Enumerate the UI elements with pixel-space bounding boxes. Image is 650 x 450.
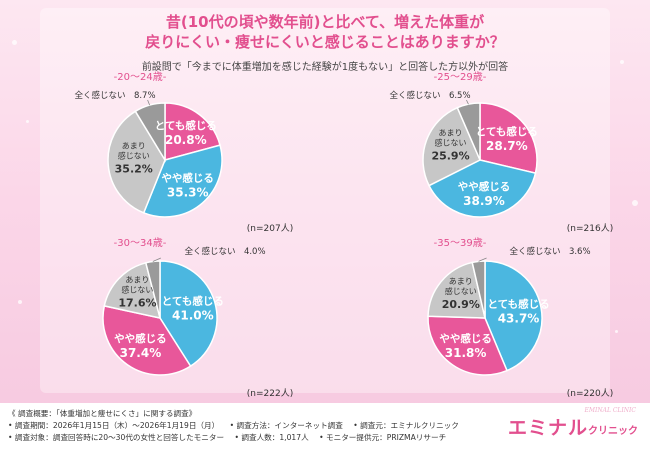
slice-label: 感じない <box>118 151 150 161</box>
slice-label: やや感じる <box>458 180 511 193</box>
slice-label: やや感じる <box>161 172 214 185</box>
leader-line <box>466 99 469 105</box>
slice-value: 31.8% <box>445 346 487 360</box>
age-label: -25～29歳- <box>434 71 487 83</box>
slice-label: あまり <box>122 142 146 151</box>
leader-line <box>478 257 487 262</box>
age-label: -35～39歳- <box>434 237 487 249</box>
slice-value: 35.3% <box>167 186 209 200</box>
logo-main: エミナル <box>507 417 588 439</box>
pie-slice <box>428 159 537 218</box>
footer-heading: 《 調査概要：「体重増加と痩せにくさ」に関する調査》 <box>8 409 197 418</box>
slice-label: 全く感じない 4.0% <box>184 246 265 257</box>
sample-size: (n=216人) <box>567 223 613 234</box>
slice-label: やや感じる <box>439 332 492 345</box>
pie-chart-4 <box>427 257 543 376</box>
survey-footer: 《 調査概要：「体重増加と痩せにくさ」に関する調査》 • 調査期間：2026年1… <box>0 403 650 450</box>
pie-slice <box>102 305 192 376</box>
survey-count: • 調査人数：1,017人 <box>234 433 309 442</box>
slice-value: 28.7% <box>486 139 528 153</box>
slice-label: やや感じる <box>114 332 167 345</box>
slice-value: 25.9% <box>431 149 469 162</box>
slice-label: あまり <box>449 277 473 286</box>
sample-size: (n=220人) <box>567 388 613 399</box>
slice-value: 20.9% <box>442 298 480 311</box>
sparkle-decoration <box>26 120 29 123</box>
sparkle-decoration <box>620 60 624 64</box>
slice-label: 感じない <box>121 284 153 294</box>
slice-label: とても感じる <box>162 294 224 307</box>
leader-line <box>147 99 150 106</box>
slice-value: 17.6% <box>118 296 156 309</box>
pie-slice <box>144 260 161 319</box>
pie-slice <box>456 102 481 161</box>
survey-period: • 調査期間：2026年1月15日（木）～2026年1月19日（月） <box>8 421 220 430</box>
title-line-2: 戻りにくい・痩せにくいと感じることはありますか？ <box>145 33 505 51</box>
survey-provider: • モニター提供元：PRIZMAリサーチ <box>319 433 447 442</box>
logo-subtext: EMINAL CLINIC <box>584 407 636 414</box>
slice-label: 感じない <box>435 137 467 147</box>
slice-label: 全く感じない 6.5% <box>389 90 470 101</box>
age-label: -30～34歳- <box>114 237 167 249</box>
page-subtitle: 前設問で「今までに体重増加を感じた経験が1度もない」と回答した方以外が回答 <box>141 62 509 73</box>
logo-small: クリニック <box>588 426 638 437</box>
title-line-1: 昔(10代の頃や数年前)と比べて、増えた体重が <box>165 13 485 31</box>
slice-label: とても感じる <box>487 297 549 310</box>
pie-slice <box>142 144 223 218</box>
survey-target: • 調査対象：調査回答時に20～30代の女性と回答したモニター <box>8 433 225 442</box>
slice-value: 38.9% <box>463 194 505 208</box>
sparkle-decoration <box>12 40 17 45</box>
slice-label: あまり <box>125 275 149 284</box>
pie-slice <box>427 261 486 319</box>
sparkle-decoration <box>615 330 618 333</box>
slice-label: 全く感じない 8.7% <box>74 90 155 101</box>
slice-label: 感じない <box>445 286 477 296</box>
survey-source: • 調査元：エミナルクリニック <box>353 421 459 430</box>
slice-value: 43.7% <box>498 311 540 325</box>
slice-value: 41.0% <box>172 308 214 322</box>
sparkle-decoration <box>18 300 22 304</box>
page-title: 昔(10代の頃や数年前)と比べて、増えた体重が 戻りにくい・痩せにくいと感じるこ… <box>0 12 650 52</box>
footer-line-3: • 調査対象：調査回答時に20～30代の女性と回答したモニター • 調査人数：1… <box>8 432 454 443</box>
slice-value: 20.8% <box>165 133 207 147</box>
survey-method: • 調査方法：インターネット調査 <box>229 421 343 430</box>
slice-label: とても感じる <box>476 125 538 138</box>
slice-value: 37.4% <box>120 346 162 360</box>
pie-chart-1 <box>107 99 223 218</box>
sample-size: (n=207人) <box>247 223 293 234</box>
slice-label: あまり <box>439 128 463 137</box>
pie-slice <box>484 260 543 372</box>
pie-slice <box>479 102 538 175</box>
slice-value: 35.2% <box>115 163 153 176</box>
slice-label: 全く感じない 3.6% <box>509 246 590 257</box>
sparkle-decoration <box>632 200 638 206</box>
sample-size: (n=222人) <box>247 388 293 399</box>
leader-line <box>152 257 162 262</box>
clinic-logo: エミナルクリニック <box>508 413 638 440</box>
pie-slice <box>164 102 221 161</box>
pie-slice <box>427 315 508 376</box>
pie-chart-3 <box>102 257 218 376</box>
slice-label: とても感じる <box>155 119 217 132</box>
footer-line-2: • 調査期間：2026年1月15日（木）～2026年1月19日（月） • 調査方… <box>8 420 467 431</box>
pie-chart-2 <box>422 99 538 218</box>
pie-slice <box>103 261 162 319</box>
age-label: -20～24歳- <box>114 71 167 83</box>
pie-charts: とても感じる20.8%やや感じる35.3%あまり感じない35.2%全く感じない … <box>74 71 613 399</box>
pie-slice <box>134 102 166 163</box>
